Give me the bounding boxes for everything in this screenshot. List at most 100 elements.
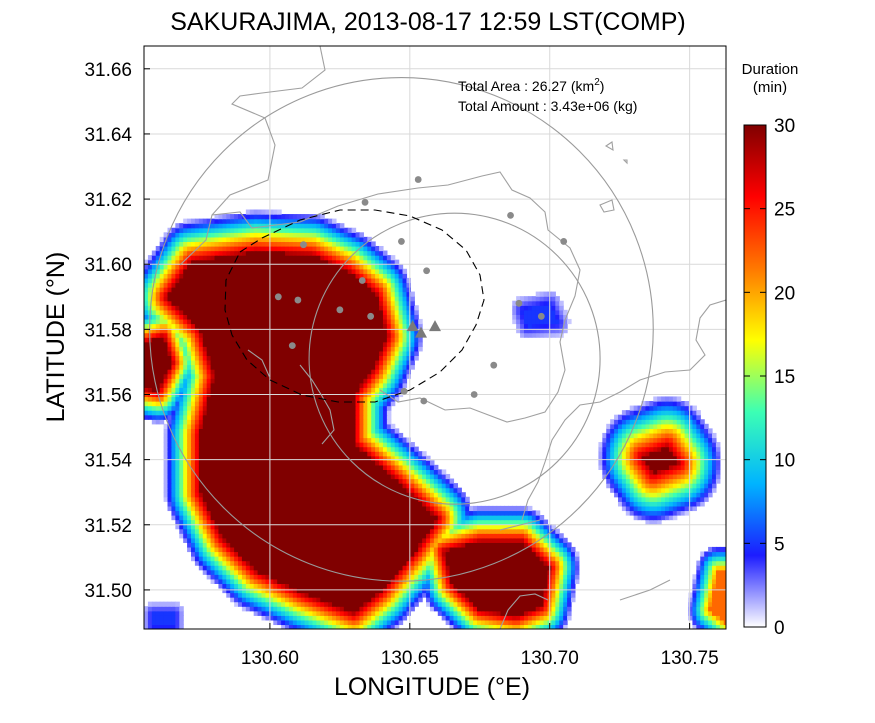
duration-cell — [245, 451, 251, 457]
duration-cell — [320, 569, 325, 575]
duration-cell — [198, 533, 204, 539]
duration-cell — [704, 592, 709, 598]
duration-cell — [324, 574, 329, 580]
duration-cell — [273, 556, 278, 562]
duration-cell — [292, 401, 298, 407]
duration-cell — [316, 496, 321, 502]
duration-cell — [555, 619, 560, 626]
duration-cell — [339, 505, 345, 512]
duration-cell — [696, 414, 701, 420]
duration-cell — [469, 569, 474, 575]
duration-cell — [359, 451, 364, 457]
duration-cell — [653, 410, 658, 416]
duration-cell — [187, 423, 192, 429]
duration-cell — [308, 419, 314, 425]
duration-cell — [187, 405, 192, 411]
duration-cell — [198, 496, 204, 502]
duration-cell — [457, 533, 462, 539]
duration-cell — [269, 551, 274, 557]
duration-cell — [281, 524, 286, 530]
duration-cell — [441, 597, 447, 603]
duration-cell — [520, 528, 525, 534]
duration-cell — [363, 606, 368, 612]
duration-cell — [712, 478, 717, 484]
duration-cell — [527, 533, 533, 539]
duration-cell — [226, 546, 231, 553]
duration-cell — [316, 610, 321, 616]
duration-cell — [492, 556, 498, 562]
duration-cell — [218, 492, 223, 498]
duration-cell — [379, 505, 384, 512]
duration-cell — [273, 437, 278, 443]
duration-cell — [567, 565, 572, 571]
duration-cell — [273, 546, 278, 553]
duration-cell — [194, 419, 200, 425]
duration-cell — [386, 405, 392, 411]
duration-cell — [598, 455, 603, 461]
duration-cell — [277, 578, 282, 584]
duration-cell — [676, 428, 682, 434]
duration-cell — [375, 592, 380, 598]
duration-cell — [241, 578, 247, 584]
duration-cell — [445, 565, 451, 571]
duration-cell — [653, 496, 658, 502]
duration-cell — [684, 473, 690, 480]
duration-cell — [257, 556, 263, 562]
duration-cell — [269, 574, 274, 580]
duration-cell — [218, 537, 223, 543]
duration-cell — [347, 419, 353, 425]
duration-cell — [312, 505, 317, 512]
duration-cell — [641, 437, 647, 443]
duration-cell — [653, 492, 658, 498]
duration-cell — [617, 483, 623, 489]
duration-cell — [300, 601, 306, 607]
duration-cell — [312, 446, 317, 452]
duration-cell — [476, 619, 482, 626]
duration-cell — [625, 501, 631, 507]
duration-cell — [386, 519, 392, 525]
duration-cell — [398, 528, 404, 534]
duration-cell — [332, 624, 337, 629]
duration-cell — [426, 583, 431, 589]
duration-cell — [559, 578, 564, 584]
duration-cell — [712, 574, 717, 580]
duration-cell — [379, 451, 384, 457]
duration-cell — [163, 619, 169, 626]
duration-cell — [281, 606, 286, 612]
duration-cell — [712, 556, 717, 562]
duration-cell — [359, 455, 364, 461]
duration-cell — [692, 492, 697, 498]
duration-cell — [218, 423, 223, 429]
duration-cell — [653, 464, 658, 471]
duration-cell — [230, 565, 235, 571]
duration-cell — [469, 533, 474, 539]
duration-cell — [367, 569, 372, 575]
duration-cell — [324, 460, 329, 466]
duration-cell — [343, 396, 349, 402]
duration-cell — [324, 597, 329, 603]
duration-cell — [312, 587, 317, 594]
duration-cell — [715, 446, 721, 452]
duration-cell — [194, 469, 200, 475]
duration-cell — [339, 496, 345, 502]
duration-cell — [351, 505, 357, 512]
duration-cell — [398, 473, 404, 480]
duration-cell — [684, 423, 690, 429]
duration-cell — [429, 551, 435, 557]
duration-cell — [241, 583, 247, 589]
duration-cell — [418, 587, 423, 594]
duration-cell — [288, 437, 294, 443]
duration-cell — [324, 432, 329, 439]
duration-cell — [222, 533, 227, 539]
duration-cell — [602, 437, 607, 443]
duration-cell — [437, 533, 443, 539]
duration-cell — [296, 537, 302, 543]
duration-cell — [394, 528, 400, 534]
duration-cell — [312, 473, 317, 480]
duration-cell — [641, 478, 647, 484]
duration-cell — [696, 419, 701, 425]
duration-cell — [394, 515, 400, 521]
duration-cell — [386, 432, 392, 439]
duration-cell — [257, 565, 263, 571]
duration-cell — [715, 601, 721, 607]
